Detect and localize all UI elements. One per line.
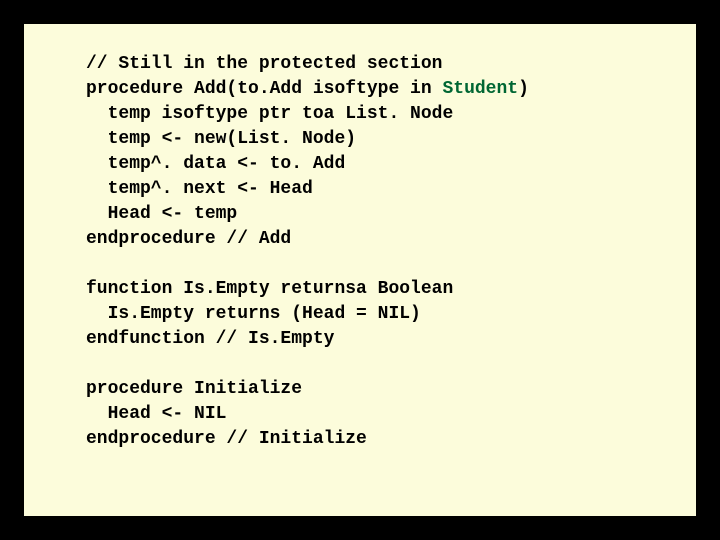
code-line-9: function Is.Empty returnsa Boolean [86, 279, 453, 299]
code-line-8: endprocedure // Add [86, 229, 291, 249]
code-line-2a: procedure Add(to.Add isoftype in [86, 79, 442, 99]
code-line-3: temp isoftype ptr toa List. Node [86, 104, 453, 124]
code-line-7: Head <- temp [86, 204, 237, 224]
outer-frame: // Still in the protected section proced… [16, 16, 704, 524]
code-line-13: Head <- NIL [86, 404, 226, 424]
code-line-10: Is.Empty returns (Head = NIL) [86, 304, 421, 324]
code-block: // Still in the protected section proced… [86, 52, 696, 452]
code-line-4: temp <- new(List. Node) [86, 129, 356, 149]
code-line-1: // Still in the protected section [86, 54, 442, 74]
code-type-student: Student [442, 79, 518, 99]
code-line-6: temp^. next <- Head [86, 179, 313, 199]
code-line-12: procedure Initialize [86, 379, 302, 399]
code-line-11: endfunction // Is.Empty [86, 329, 334, 349]
code-line-5: temp^. data <- to. Add [86, 154, 345, 174]
code-line-2c: ) [518, 79, 529, 99]
code-panel: // Still in the protected section proced… [22, 22, 698, 518]
code-line-14: endprocedure // Initialize [86, 429, 367, 449]
